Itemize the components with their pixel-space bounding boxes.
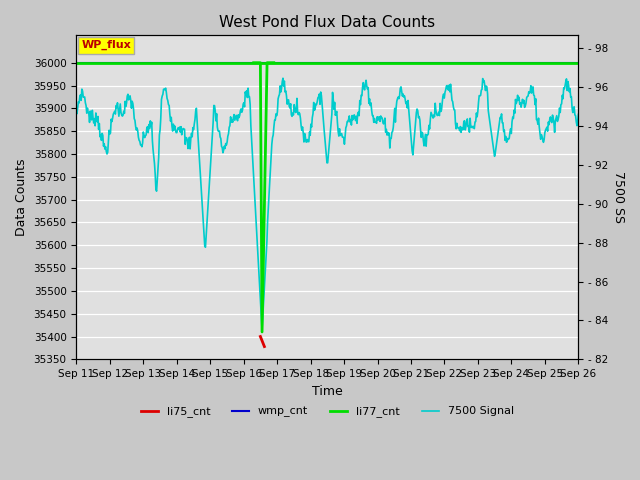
- Legend: li75_cnt, wmp_cnt, li77_cnt, 7500 Signal: li75_cnt, wmp_cnt, li77_cnt, 7500 Signal: [136, 402, 518, 422]
- 7500 Signal: [184, 145, 192, 151]
- 7500 Signal: [575, 111, 582, 117]
- 7500 Signal: [81, 100, 89, 106]
- 7500 Signal: [404, 97, 412, 103]
- li75_cnt: [257, 334, 264, 339]
- Line: 7500 Signal: 7500 Signal: [76, 78, 579, 330]
- Y-axis label: Data Counts: Data Counts: [15, 158, 28, 236]
- 7500 Signal: [72, 107, 80, 113]
- li75_cnt: [260, 344, 268, 349]
- Text: WP_flux: WP_flux: [81, 40, 131, 50]
- 7500 Signal: [279, 75, 287, 81]
- 7500 Signal: [133, 125, 141, 131]
- 7500 Signal: [211, 103, 218, 108]
- 7500 Signal: [390, 124, 397, 130]
- Y-axis label: 7500 SS: 7500 SS: [612, 171, 625, 223]
- X-axis label: Time: Time: [312, 384, 342, 397]
- 7500 Signal: [258, 327, 266, 333]
- Line: li75_cnt: li75_cnt: [260, 336, 264, 347]
- Title: West Pond Flux Data Counts: West Pond Flux Data Counts: [220, 15, 435, 30]
